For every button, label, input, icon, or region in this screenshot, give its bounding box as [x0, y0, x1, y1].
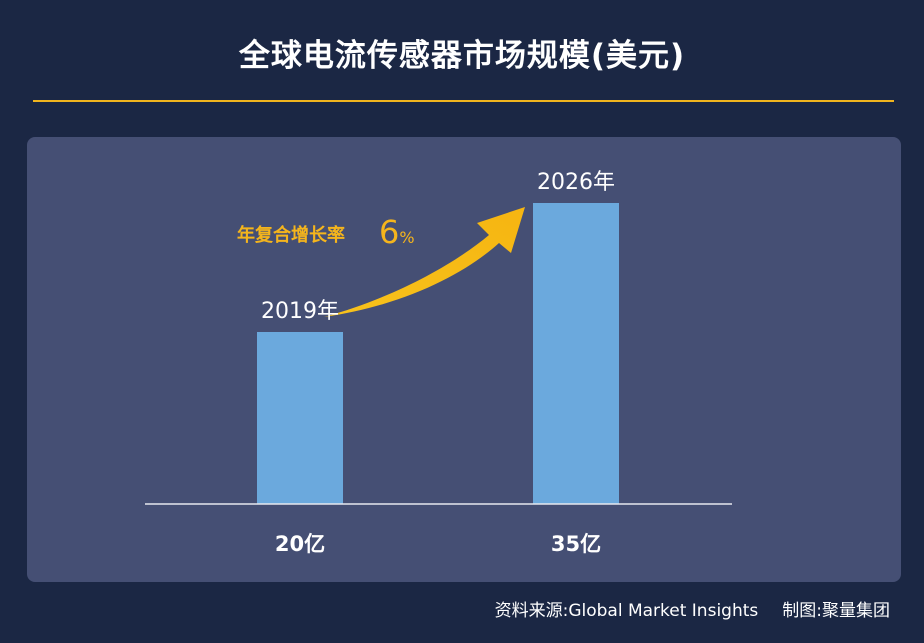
chart-title: 全球电流传感器市场规模(美元) [238, 38, 686, 74]
x-tick-label: 35亿 [551, 532, 601, 556]
maker-note: 制图:聚量集团 [782, 601, 890, 621]
footer: 资料来源:Global Market Insights 制图:聚量集团 [380, 596, 890, 621]
bar-chart: 2019年 20亿 2026年 35亿 [145, 170, 732, 556]
bar-year-label: 2026年 [537, 170, 615, 195]
title-divider [33, 100, 894, 102]
growth-arrow-icon [324, 207, 525, 317]
source-note: 资料来源:Global Market Insights [494, 601, 759, 621]
cagr-number: 6 [379, 213, 400, 251]
chart-panel: 2019年 20亿 2026年 35亿 年复合增长率 6% [27, 137, 901, 582]
bar-1 [257, 332, 343, 504]
cagr-label: 年复合增长率 [237, 225, 345, 246]
x-tick-label: 20亿 [275, 532, 325, 556]
bar-year-label: 2019年 [261, 299, 339, 324]
cagr-unit: % [399, 228, 415, 247]
bar-2 [533, 203, 619, 504]
cagr-value: 6% [379, 213, 415, 251]
